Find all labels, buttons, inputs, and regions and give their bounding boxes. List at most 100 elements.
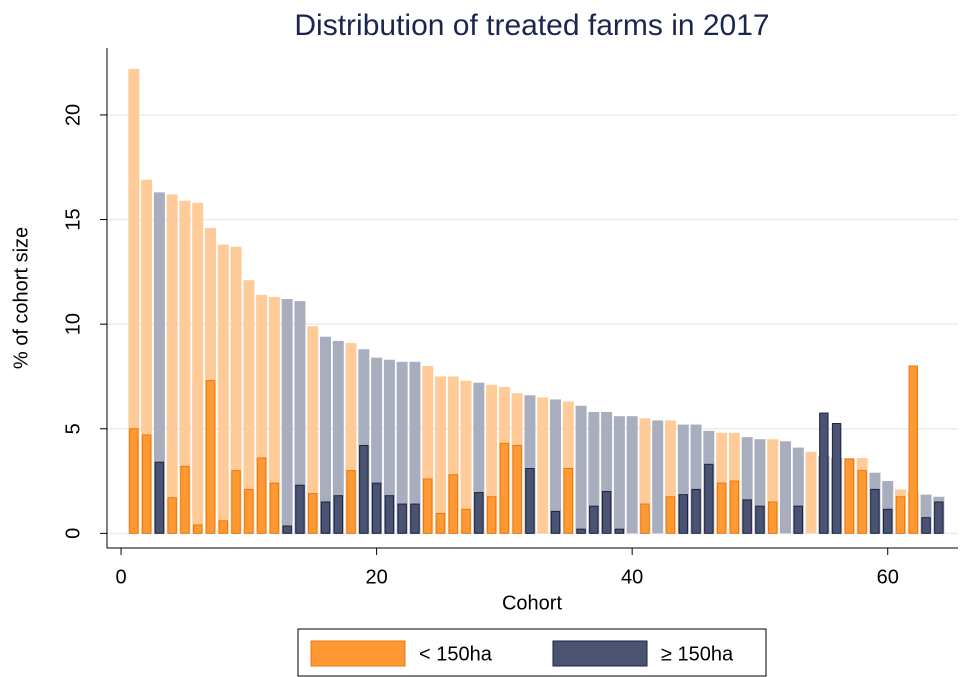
bar bbox=[512, 444, 522, 534]
total-bar bbox=[767, 439, 779, 534]
total-bar bbox=[141, 179, 153, 534]
bar bbox=[218, 520, 228, 534]
bar bbox=[282, 525, 292, 534]
bar bbox=[486, 496, 497, 534]
total-bar bbox=[920, 494, 932, 534]
total-bar bbox=[486, 384, 498, 534]
total-bar bbox=[409, 361, 421, 534]
legend-label: ≥ 150ha bbox=[661, 643, 734, 665]
bar bbox=[308, 493, 318, 534]
bar bbox=[180, 465, 190, 534]
y-tick-label: 0 bbox=[62, 528, 84, 539]
total-bar bbox=[639, 418, 651, 534]
y-tick-label: 5 bbox=[62, 423, 84, 434]
total-bar bbox=[307, 326, 319, 534]
y-tick-label: 15 bbox=[62, 208, 84, 230]
bar bbox=[716, 482, 727, 534]
total-bar bbox=[345, 342, 357, 534]
bar bbox=[640, 503, 650, 534]
total-bar bbox=[690, 424, 702, 534]
bar bbox=[576, 528, 586, 534]
total-bar bbox=[588, 412, 600, 534]
total-bar bbox=[780, 441, 791, 534]
total-bar bbox=[256, 294, 268, 534]
chart-title: Distribution of treated farms in 2017 bbox=[294, 9, 769, 42]
total-bar bbox=[153, 192, 165, 534]
total-bar bbox=[192, 202, 204, 534]
bar bbox=[359, 444, 369, 534]
total-bar bbox=[422, 365, 434, 534]
bar bbox=[857, 470, 867, 534]
bar bbox=[550, 510, 561, 534]
bar bbox=[333, 495, 343, 534]
bar bbox=[742, 499, 752, 534]
bar bbox=[601, 491, 612, 534]
bar bbox=[819, 412, 829, 534]
total-bar bbox=[601, 412, 613, 534]
total-bar bbox=[230, 246, 242, 534]
total-bar bbox=[754, 439, 766, 534]
bar bbox=[384, 495, 395, 534]
total-bar bbox=[882, 481, 894, 534]
bar bbox=[908, 365, 918, 534]
total-bar bbox=[383, 359, 395, 534]
total-bar bbox=[575, 405, 587, 534]
bar bbox=[397, 503, 407, 534]
bar bbox=[614, 528, 625, 534]
bar bbox=[934, 501, 944, 534]
total-bar bbox=[179, 200, 191, 534]
bar bbox=[141, 434, 152, 534]
total-bar bbox=[665, 420, 676, 534]
total-bar bbox=[396, 361, 408, 534]
total-bar bbox=[613, 416, 625, 534]
bar bbox=[244, 488, 254, 534]
total-bar bbox=[332, 340, 344, 534]
bar bbox=[448, 474, 458, 534]
bar bbox=[883, 508, 893, 534]
bar bbox=[704, 463, 714, 534]
total-bar bbox=[447, 376, 459, 534]
total-bar bbox=[128, 68, 140, 534]
bar bbox=[193, 524, 203, 534]
bar bbox=[755, 505, 765, 534]
total-bar bbox=[562, 401, 574, 534]
total-bar bbox=[217, 244, 229, 534]
total-bar bbox=[243, 280, 255, 534]
legend-swatch bbox=[552, 640, 648, 667]
total-bar bbox=[677, 424, 689, 534]
bar bbox=[665, 496, 676, 534]
bar bbox=[563, 468, 573, 534]
bar bbox=[921, 517, 931, 534]
bar bbox=[423, 478, 433, 534]
y-axis-label: % of cohort size bbox=[10, 227, 32, 369]
total-bar bbox=[741, 437, 753, 534]
total-bar bbox=[652, 420, 664, 534]
bar bbox=[678, 494, 688, 534]
total-bar bbox=[626, 416, 638, 534]
bar bbox=[231, 470, 241, 534]
bar bbox=[793, 505, 803, 534]
bar bbox=[435, 512, 446, 534]
total-bar bbox=[371, 357, 383, 534]
bar bbox=[870, 488, 880, 534]
x-axis-label: Cohort bbox=[502, 592, 562, 614]
total-bar bbox=[805, 451, 817, 534]
total-bar bbox=[281, 299, 293, 534]
bar bbox=[410, 503, 420, 534]
total-bar bbox=[320, 336, 331, 534]
bar bbox=[167, 497, 177, 534]
bar bbox=[589, 505, 599, 534]
y-tick-label: 20 bbox=[62, 104, 84, 126]
total-bar bbox=[435, 376, 446, 534]
bar bbox=[256, 457, 267, 534]
bar bbox=[154, 461, 165, 534]
bar bbox=[474, 492, 484, 534]
bar bbox=[371, 482, 382, 534]
total-bar bbox=[460, 380, 472, 534]
x-tick-label: 0 bbox=[115, 566, 126, 588]
total-bar bbox=[294, 301, 306, 534]
total-bar bbox=[473, 382, 485, 534]
total-bar bbox=[550, 399, 561, 534]
x-tick-label: 20 bbox=[365, 566, 387, 588]
